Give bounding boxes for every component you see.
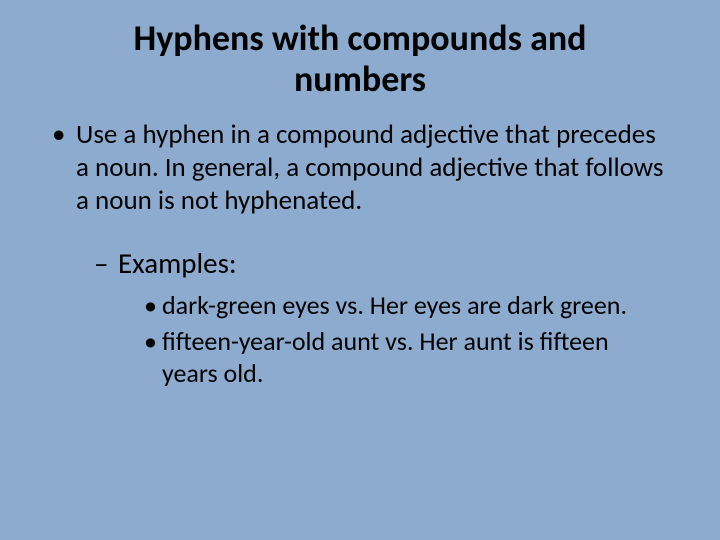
bullet-marker-dot-icon: •	[144, 326, 162, 389]
slide-title: Hyphens with compounds and numbers	[50, 18, 670, 101]
bullet-level-3: • fifteen-year-old aunt vs. Her aunt is …	[144, 326, 670, 389]
bullet-marker-dot-icon: •	[50, 119, 76, 218]
bullet-level-3-text: fifteen-year-old aunt vs. Her aunt is fi…	[162, 326, 670, 389]
bullet-marker-dot-icon: •	[144, 290, 162, 322]
slide: Hyphens with compounds and numbers • Use…	[0, 0, 720, 540]
bullet-level-2: – Examples:	[94, 246, 670, 281]
bullet-level-1: • Use a hyphen in a compound adjective t…	[50, 119, 670, 218]
bullet-level-2-text: Examples:	[118, 246, 237, 281]
title-line-1: Hyphens with compounds and	[133, 16, 586, 60]
bullet-level-3-text: dark-green eyes vs. Her eyes are dark gr…	[162, 290, 627, 322]
title-line-2: numbers	[294, 57, 426, 101]
bullet-marker-dash-icon: –	[94, 246, 118, 281]
bullet-level-1-text: Use a hyphen in a compound adjective tha…	[76, 119, 670, 218]
bullet-level-3: • dark-green eyes vs. Her eyes are dark …	[144, 290, 670, 322]
